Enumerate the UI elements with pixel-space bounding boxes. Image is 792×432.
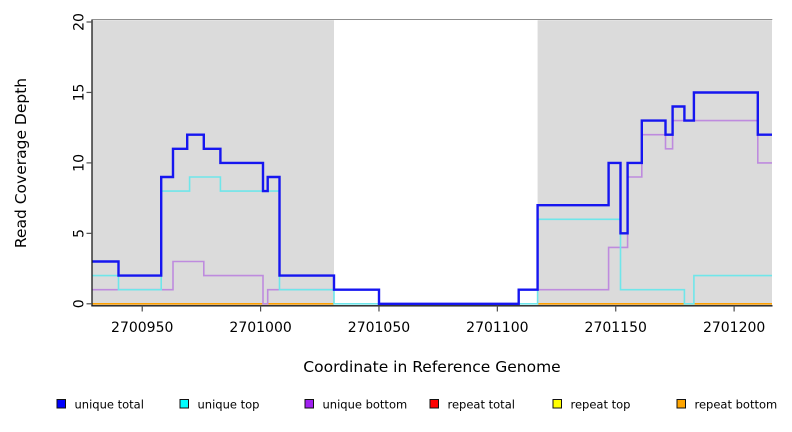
legend-label: unique top bbox=[198, 397, 260, 411]
legend-label: unique bottom bbox=[323, 397, 408, 411]
legend-swatch bbox=[179, 399, 189, 409]
legend-label: repeat bottom bbox=[695, 397, 778, 411]
y-tick-label: 15 bbox=[72, 84, 88, 102]
series-lines bbox=[92, 91, 772, 305]
legend-swatch bbox=[676, 399, 686, 409]
legend-label: repeat top bbox=[571, 397, 631, 411]
x-tick-label: 2701050 bbox=[348, 320, 410, 336]
x-axis-title: Coordinate in Reference Genome bbox=[303, 358, 560, 376]
legend-item-unique-total: unique total bbox=[56, 397, 144, 411]
legend-item-repeat-bottom: repeat bottom bbox=[676, 397, 778, 411]
series-line-unique-total bbox=[92, 91, 772, 305]
legend-swatch bbox=[56, 399, 66, 409]
shaded-regions bbox=[92, 20, 772, 306]
legend-item-unique-bottom: unique bottom bbox=[304, 397, 408, 411]
y-tick-label: 20 bbox=[72, 13, 88, 31]
y-tick-label: 5 bbox=[72, 229, 88, 238]
legend-item-repeat-total: repeat total bbox=[429, 397, 515, 411]
shaded-region bbox=[537, 20, 772, 306]
legend-item-repeat-top: repeat top bbox=[552, 397, 631, 411]
legend-item-unique-top: unique top bbox=[179, 397, 260, 411]
y-axis-title: Read Coverage Depth bbox=[12, 78, 30, 248]
y-tick-label: 0 bbox=[72, 299, 88, 308]
x-tick-label: 2701000 bbox=[229, 320, 291, 336]
legend-swatch bbox=[429, 399, 439, 409]
legend: unique total unique top unique bottom repea… bbox=[56, 397, 778, 411]
series-line-unique-bottom bbox=[92, 119, 772, 305]
x-tick-label: 2701100 bbox=[466, 320, 528, 336]
x-tick-label: 2701150 bbox=[585, 320, 647, 336]
legend-label: repeat total bbox=[448, 397, 515, 411]
x-tick-label: 2701200 bbox=[703, 320, 765, 336]
y-axis-ticks: 0 5 10 15 20 bbox=[72, 13, 92, 308]
x-axis-ticks: 2700950 2701000 2701050 2701100 2701150 27012… bbox=[111, 305, 765, 336]
legend-swatch bbox=[304, 399, 314, 409]
shaded-region bbox=[92, 20, 334, 306]
legend-swatch bbox=[552, 399, 562, 409]
x-tick-label: 2700950 bbox=[111, 320, 173, 336]
y-tick-label: 10 bbox=[72, 154, 88, 172]
legend-label: unique total bbox=[75, 397, 144, 411]
